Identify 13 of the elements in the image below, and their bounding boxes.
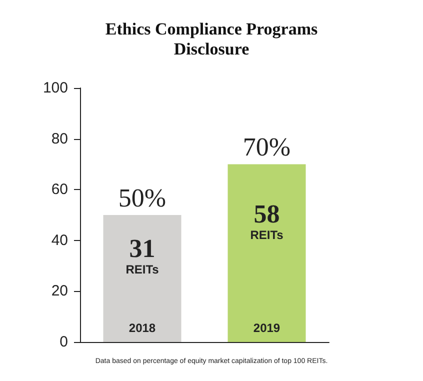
y-tick-label: 60 xyxy=(51,181,68,198)
y-tick-label: 80 xyxy=(51,130,68,148)
y-tick-label: 100 xyxy=(42,80,68,96)
data-label: 50% xyxy=(118,184,166,212)
x-tick-label: 2018 xyxy=(128,321,156,335)
y-tick-label: 40 xyxy=(51,232,68,249)
y-tick-label: 20 xyxy=(51,282,68,300)
y-tick-label: 0 xyxy=(60,334,68,350)
data-label: 70% xyxy=(242,132,291,162)
x-tick-label: 2019 xyxy=(253,321,280,335)
chart-title: Ethics Compliance Programs Disclosure xyxy=(105,20,318,58)
annotation: 31 REITs xyxy=(126,234,160,277)
annotation: 58 REITs xyxy=(250,200,284,242)
